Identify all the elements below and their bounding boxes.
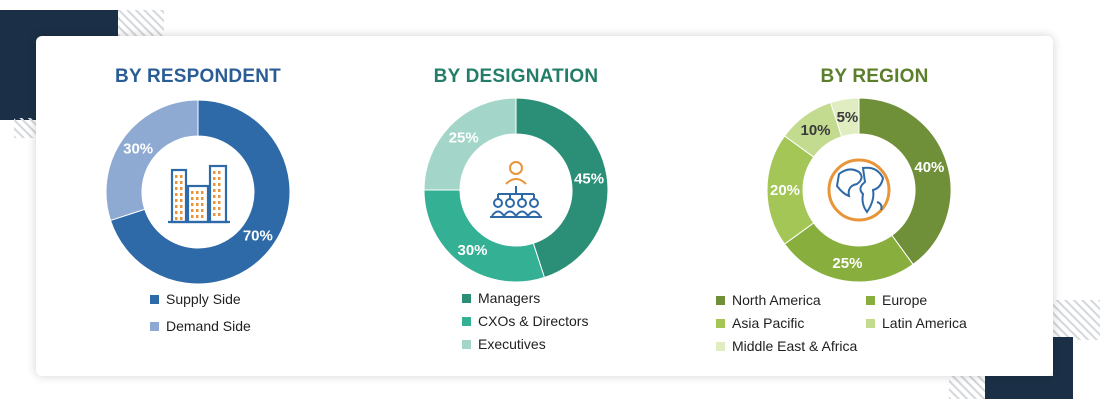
chart-title: BY RESPONDENT bbox=[115, 66, 281, 87]
buildings-icon bbox=[168, 164, 230, 224]
legend-swatch bbox=[716, 295, 725, 305]
globe-icon bbox=[827, 158, 891, 222]
legend-item-cxos-directors: CXOs & Directors bbox=[462, 313, 588, 329]
legend-item-middle-east-africa: Middle East & Africa bbox=[716, 338, 857, 354]
legend-label: Executives bbox=[478, 336, 546, 352]
legend-swatch bbox=[462, 316, 471, 326]
legend-swatch bbox=[866, 318, 875, 328]
region-panel: BY REGION 40% 25% 20% 10% 5% North America E… bbox=[696, 36, 1053, 376]
donut-data-label: 30% bbox=[123, 141, 153, 158]
donut-slice-supply-side bbox=[109, 99, 291, 285]
legend-swatch bbox=[462, 293, 471, 303]
legend-label: CXOs & Directors bbox=[478, 313, 589, 329]
legend-item-europe: Europe bbox=[866, 292, 927, 308]
legend-item-demand-side: Demand Side bbox=[150, 318, 251, 334]
donut-data-label: 25% bbox=[832, 255, 862, 272]
chart-title: BY DESIGNATION bbox=[433, 66, 599, 87]
respondent-panel: BY RESPONDENT 70% 30% Supply Side Demand … bbox=[36, 36, 360, 376]
legend-item-asia-pacific: Asia Pacific bbox=[716, 315, 804, 331]
corner-decoration-hatch bbox=[14, 118, 36, 138]
legend-label: Managers bbox=[478, 290, 541, 306]
donut-data-label: 30% bbox=[457, 242, 487, 259]
corner-decoration-navy bbox=[42, 10, 118, 36]
corner-decoration-navy bbox=[985, 376, 1073, 399]
legend-item-supply-side: Supply Side bbox=[150, 291, 241, 307]
legend-label: Europe bbox=[882, 292, 928, 308]
donut-slice-north-america bbox=[858, 97, 952, 266]
legend-label: North America bbox=[732, 292, 821, 308]
legend-label: Middle East & Africa bbox=[732, 338, 858, 354]
legend-label: Supply Side bbox=[166, 291, 241, 307]
donut-data-label: 25% bbox=[449, 130, 479, 147]
legend-label: Latin America bbox=[882, 315, 967, 331]
respondent-donut: 70% 30% bbox=[105, 99, 291, 285]
legend-swatch bbox=[716, 318, 725, 328]
donut-data-label: 45% bbox=[574, 170, 604, 187]
corner-decoration-hatch bbox=[1053, 300, 1100, 340]
donut-data-label: 10% bbox=[800, 122, 830, 139]
donut-slice-demand-side bbox=[105, 99, 199, 222]
donut-slice-cxos-directors bbox=[423, 189, 546, 283]
legend-swatch bbox=[150, 321, 159, 331]
donut-slice-middle-east-africa bbox=[829, 97, 860, 138]
corner-decoration-navy bbox=[0, 10, 42, 120]
donut-slice-europe bbox=[783, 222, 914, 283]
legend-item-north-america: North America bbox=[716, 292, 821, 308]
hierarchy-people-icon bbox=[490, 161, 542, 218]
legend-swatch bbox=[150, 294, 159, 304]
legend-item-latin-america: Latin America bbox=[866, 315, 967, 331]
chart-title: BY REGION bbox=[820, 66, 929, 87]
region-donut: 40% 25% 20% 10% 5% bbox=[766, 97, 952, 283]
corner-decoration-hatch bbox=[949, 376, 985, 399]
legend-swatch bbox=[866, 295, 875, 305]
designation-donut: 45% 30% 25% bbox=[423, 97, 609, 283]
legend-item-executives: Executives bbox=[462, 336, 546, 352]
corner-decoration-hatch bbox=[118, 10, 164, 36]
legend-item-managers: Managers bbox=[462, 290, 540, 306]
legend-label: Demand Side bbox=[166, 318, 251, 334]
designation-panel: BY DESIGNATION 45% 30% 25% Managers CXOs &… bbox=[366, 36, 666, 376]
donut-data-label: 5% bbox=[837, 109, 859, 126]
donut-data-label: 20% bbox=[770, 182, 800, 199]
legend-label: Asia Pacific bbox=[732, 315, 805, 331]
donut-data-label: 70% bbox=[243, 227, 273, 244]
legend-swatch bbox=[462, 339, 471, 349]
donut-slice-executives bbox=[423, 97, 517, 191]
donut-slice-managers bbox=[515, 97, 609, 279]
donut-data-label: 40% bbox=[914, 159, 944, 176]
legend-swatch bbox=[716, 341, 725, 351]
chart-card: BY RESPONDENT 70% 30% Supply Side Demand … bbox=[36, 36, 1053, 376]
